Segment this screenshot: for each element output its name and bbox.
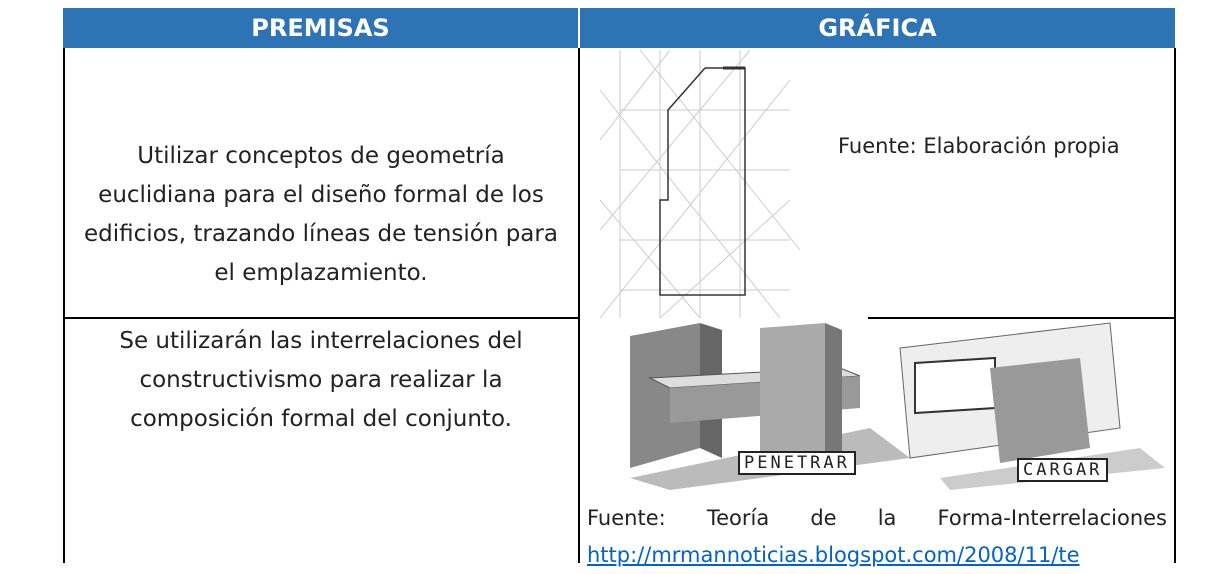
sketch (600, 50, 801, 318)
premise-text: Se utilizarán las interrelaciones del co… (119, 328, 523, 432)
border (578, 48, 580, 563)
column-header: GRÁFICA (579, 8, 1175, 48)
image-label: PENETRAR (738, 451, 856, 475)
premise-text: Utilizar conceptos de geometría euclidia… (84, 143, 558, 286)
border (63, 48, 65, 563)
source-link[interactable]: http://mrmannoticias.blogspot.com/2008/1… (587, 543, 1080, 567)
border (868, 317, 1175, 319)
border (1174, 48, 1176, 563)
caption: Fuente: Teoría de la Forma-Interrelacion… (587, 506, 1167, 530)
image-label: CARGAR (1017, 458, 1109, 482)
caption: Fuente: Elaboración propia (838, 134, 1120, 158)
border (63, 317, 578, 319)
column-header: PREMISAS (63, 8, 578, 48)
